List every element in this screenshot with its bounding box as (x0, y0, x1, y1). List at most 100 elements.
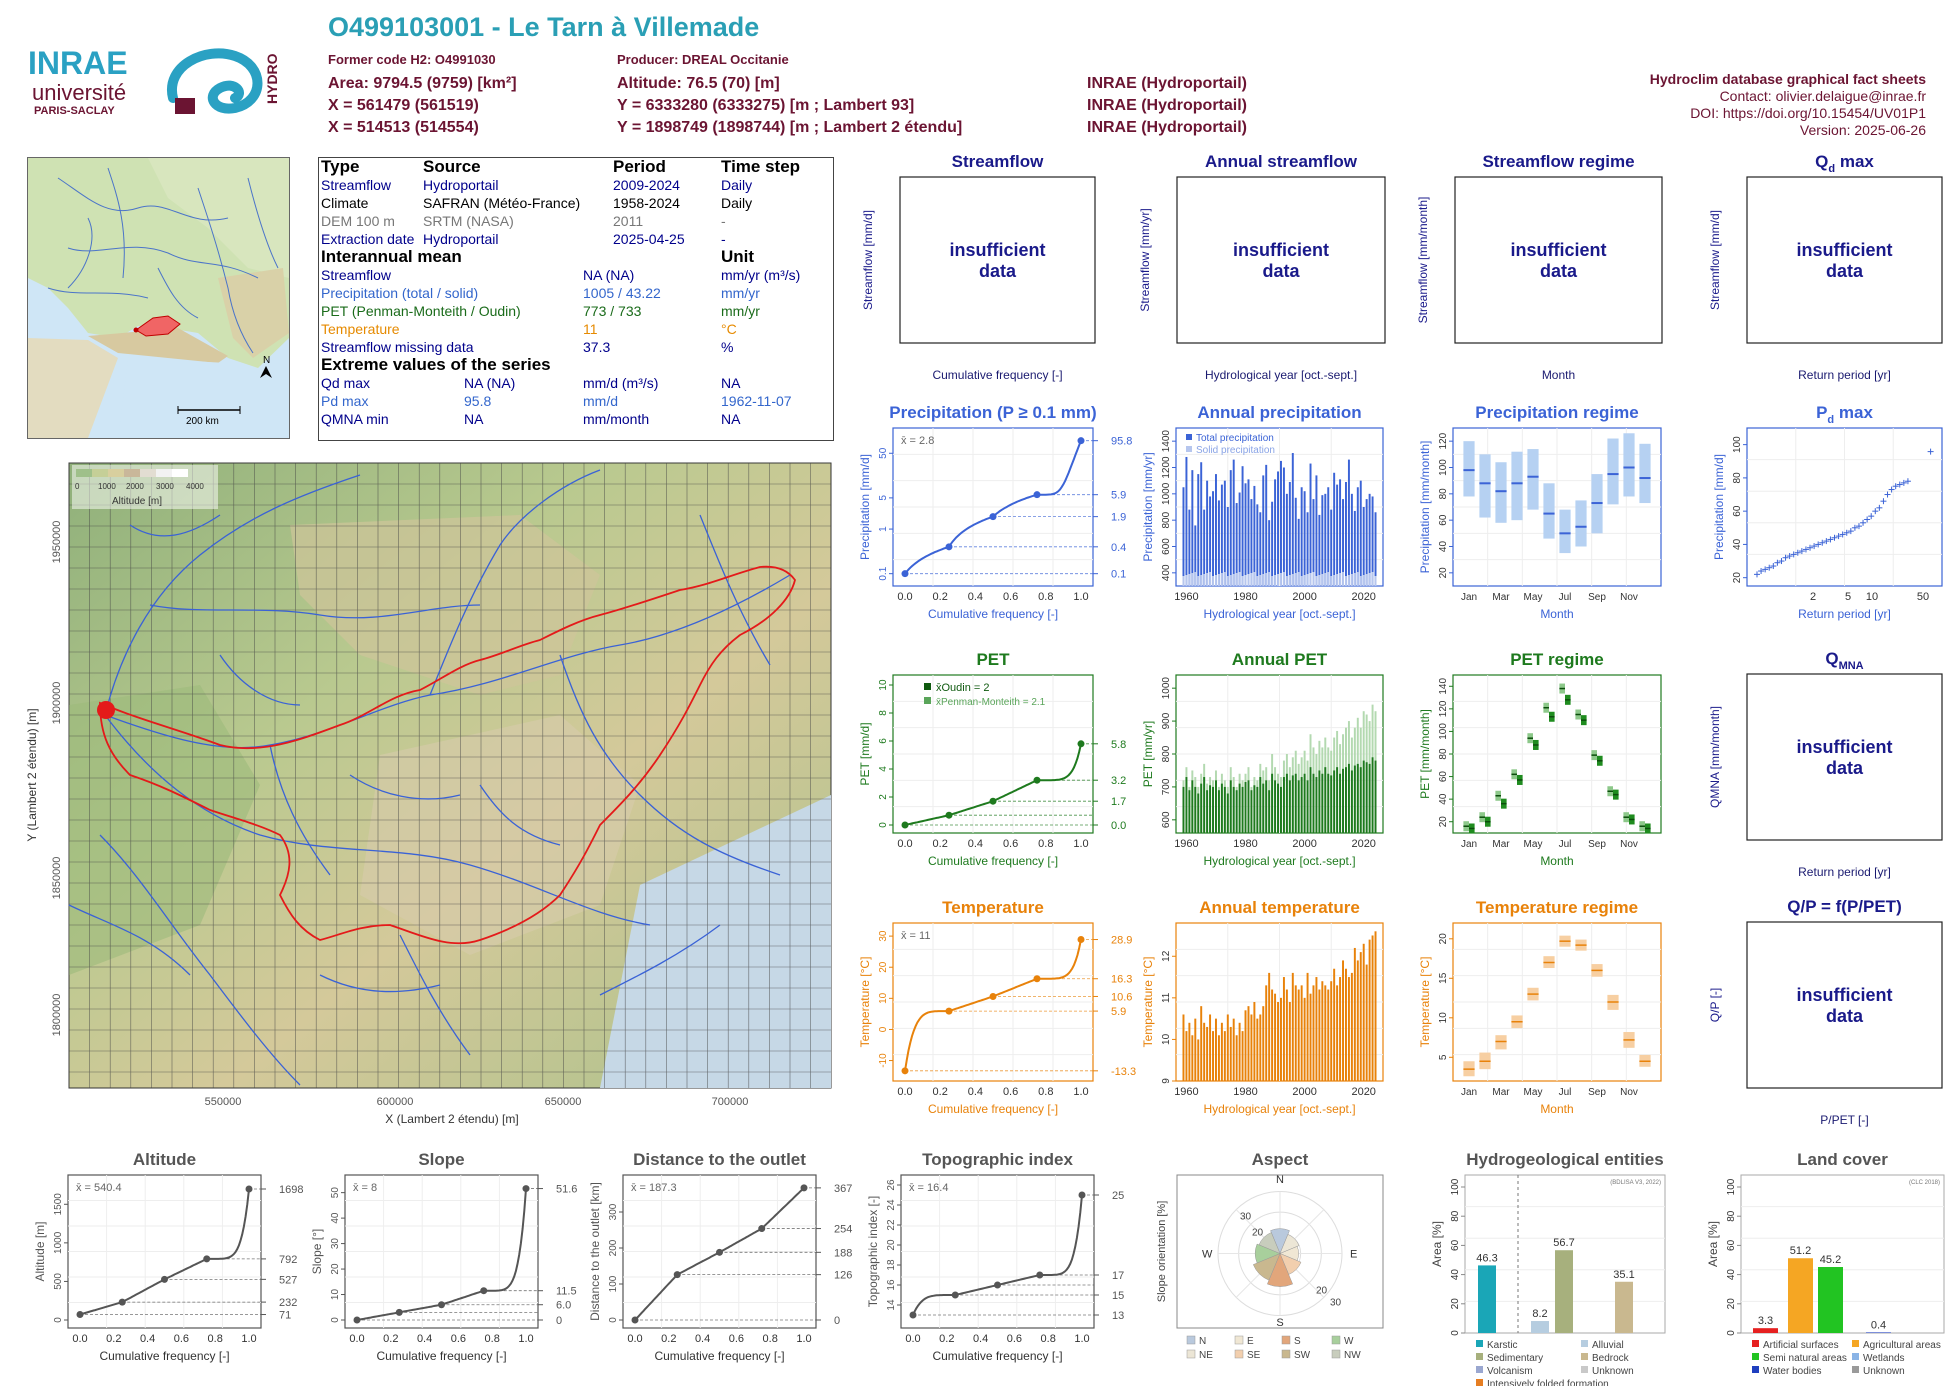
value-label: 71 (279, 1310, 291, 1322)
bar-oudin (1285, 773, 1288, 833)
legend-swatch (1476, 1340, 1483, 1347)
y-tick-label: 20 (1438, 933, 1449, 945)
x-tick-label: Jul (1559, 592, 1572, 603)
bar-solid (1253, 572, 1256, 586)
bar-oudin (1206, 790, 1209, 833)
basin-map: 0 1000 2000 3000 4000 Altitude [m] 55000… (0, 455, 840, 1130)
bar (1342, 499, 1344, 586)
y-tick: 1850000 (51, 857, 63, 900)
y-axis-label: Y (Lambert 2 étendu) [m] (25, 708, 39, 841)
value-label: -13.3 (1111, 1066, 1136, 1078)
bar-oudin (1347, 763, 1350, 833)
x-tick-label: 0.6 (1007, 1333, 1022, 1345)
legend-swatch (1852, 1366, 1859, 1373)
bar-solid (1312, 572, 1315, 586)
bar (1359, 952, 1362, 1081)
bar-solid (1277, 574, 1279, 586)
y-axis-label: PET [mm/month] (1418, 709, 1432, 799)
box (1575, 500, 1587, 547)
x-tick-label: Mar (1492, 592, 1510, 603)
bar (1250, 1014, 1253, 1081)
bar (1268, 972, 1271, 1081)
bar-oudin (1215, 780, 1217, 833)
ring-label: 20 (1252, 1228, 1264, 1239)
bar-oudin (1336, 767, 1339, 833)
legend-swatch (1476, 1353, 1483, 1360)
bar (1330, 981, 1333, 1081)
bar-solid (1197, 576, 1200, 586)
mean-unit: °C (721, 321, 737, 337)
bar-solid (1250, 573, 1253, 586)
cdf-point (909, 1311, 917, 1319)
bar (1232, 459, 1235, 586)
bar-oudin (1191, 780, 1194, 833)
y-tick-label: 60 (1732, 505, 1743, 517)
bar (1306, 972, 1309, 1081)
mean-value: 37.3 (583, 339, 611, 355)
x-tick-label: 0.4 (140, 1333, 155, 1345)
bar (1241, 466, 1244, 586)
bar-solid (1356, 572, 1359, 586)
cdf-point (901, 821, 909, 829)
bar (1206, 1026, 1209, 1081)
value-label: 3.2 (1111, 775, 1126, 787)
bar-oudin (1300, 777, 1303, 833)
bar-oudin (1353, 765, 1356, 833)
bar-solid (1185, 575, 1188, 586)
cdf-point (76, 1311, 84, 1319)
x-lambert93: X = 561479 (561519) (328, 97, 479, 114)
y-tick-label: 40 (1732, 538, 1743, 550)
bar-solid (1321, 574, 1324, 586)
bar (1285, 989, 1288, 1081)
extreme-unit: mm/month (583, 411, 650, 427)
bar (1353, 510, 1356, 586)
bar-solid (1371, 572, 1374, 586)
legend-swatch (1281, 1349, 1291, 1359)
category-bar (1866, 1332, 1891, 1333)
x-axis-label: Hydrological year [oct.-sept.] (1203, 1102, 1355, 1116)
category-bar (1753, 1328, 1778, 1333)
value-label: 95.8 (1111, 436, 1132, 448)
bar (1235, 1035, 1238, 1081)
x-axis-label: Cumulative frequency [-] (932, 368, 1062, 382)
legend-swatch (1234, 1349, 1244, 1359)
chart-title: Slope (418, 1150, 464, 1169)
y-tick-label: 1200 (1161, 456, 1172, 479)
bar (1244, 483, 1247, 586)
cdf-point (1077, 437, 1085, 445)
y-tick-label: 600 (1161, 538, 1172, 555)
bar (1262, 475, 1265, 586)
x-tick-label: 0.2 (661, 1333, 676, 1345)
legend-label: Total precipitation (1196, 433, 1274, 444)
y-tick-label: 100 (1450, 1178, 1461, 1195)
contact: Contact: olivier.delaigue@inrae.fr (1719, 88, 1926, 104)
doi: DOI: https://doi.org/10.15454/UV01P1 (1690, 105, 1926, 121)
bar (1217, 1035, 1220, 1081)
y-tick-label: 1000 (1161, 482, 1172, 505)
bar-oudin (1282, 777, 1285, 833)
x-tick-label: 0.0 (905, 1333, 920, 1345)
y-axis-label: PET [mm/yr] (1141, 721, 1155, 787)
bar (1303, 997, 1306, 1081)
x-tick-label: Mar (1492, 1087, 1510, 1098)
legend-label: Unknown (1592, 1366, 1634, 1377)
bar-oudin (1229, 780, 1232, 833)
bar-oudin (1274, 780, 1277, 833)
x-tick-label: 1.0 (1073, 1086, 1088, 1098)
x-tick-label: 0.8 (208, 1333, 223, 1345)
x-tick-label: May (1524, 1087, 1543, 1098)
value-label: 15 (1112, 1290, 1124, 1302)
cdf-point (1033, 975, 1041, 983)
bar (1209, 1014, 1212, 1081)
bar-oudin (1318, 770, 1321, 833)
y-tick-label: 80 (1726, 1210, 1737, 1222)
legend-swatch (1186, 1335, 1196, 1345)
x-tick-label: 0.2 (939, 1333, 954, 1345)
bar (1309, 993, 1312, 1081)
bar-oudin (1182, 786, 1185, 833)
panel-title: QMNA (1825, 649, 1863, 672)
x-axis-label: Cumulative frequency [-] (932, 1349, 1062, 1363)
bar (1215, 474, 1217, 586)
svg-text:PARIS-SACLAY: PARIS-SACLAY (34, 105, 115, 117)
y-tick-label: 800 (1161, 511, 1172, 528)
